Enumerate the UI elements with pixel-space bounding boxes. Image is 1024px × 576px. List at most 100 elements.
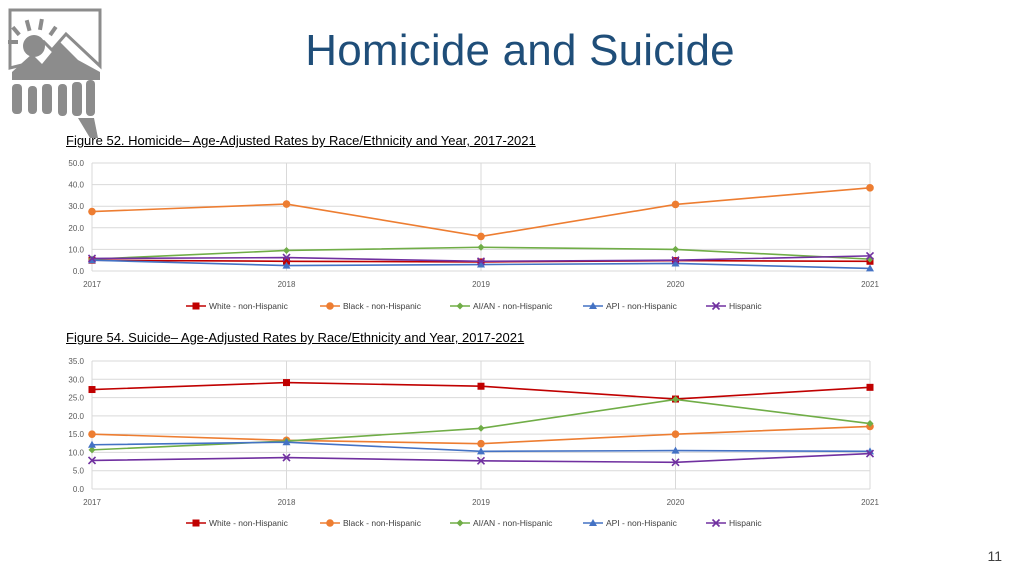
y-tick-label: 10.0 — [68, 448, 84, 457]
y-tick-label: 20.0 — [68, 412, 84, 421]
legend-label: Hispanic — [729, 518, 762, 528]
data-point-hispanic — [87, 254, 97, 263]
data-point-api-non-hispanic — [671, 446, 680, 454]
data-point-api-non-hispanic — [88, 440, 96, 448]
data-point-ai-an-non-hispanic — [866, 420, 874, 428]
data-point-white-non-hispanic — [88, 386, 96, 394]
series-ai-an-non-hispanic — [88, 395, 874, 454]
data-point-white-non-hispanic — [866, 383, 874, 391]
data-point-black-non-hispanic — [477, 232, 485, 241]
x-tick-label: 2020 — [667, 280, 685, 289]
legend-marker — [192, 519, 200, 527]
data-point-ai-an-non-hispanic — [477, 243, 485, 251]
mountains-icon — [12, 42, 100, 80]
data-point-api-non-hispanic — [477, 260, 485, 268]
data-point-black-non-hispanic — [671, 430, 680, 438]
state-outline-icon — [8, 8, 102, 70]
legend-marker — [711, 518, 721, 528]
x-tick-label: 2021 — [861, 498, 879, 507]
data-point-api-non-hispanic — [671, 259, 680, 267]
x-tick-label: 2018 — [278, 280, 296, 289]
data-point-hispanic — [282, 453, 291, 462]
data-point-hispanic — [87, 456, 97, 465]
legend-marker — [456, 519, 464, 527]
legend-label: White - non-Hispanic — [209, 518, 289, 528]
data-point-white-non-hispanic — [477, 382, 485, 390]
legend-label: Black - non-Hispanic — [343, 518, 422, 528]
y-tick-label: 30.0 — [68, 202, 84, 211]
data-point-ai-an-non-hispanic — [477, 424, 485, 432]
sun-icon — [8, 18, 58, 57]
y-tick-label: 30.0 — [68, 375, 84, 384]
data-point-black-non-hispanic — [866, 184, 874, 192]
y-tick-label: 15.0 — [68, 430, 84, 439]
legend-marker — [589, 519, 597, 526]
x-tick-label: 2017 — [83, 498, 101, 507]
data-point-ai-an-non-hispanic — [866, 255, 874, 263]
series-hispanic — [87, 449, 875, 467]
data-point-black-non-hispanic — [88, 430, 96, 438]
data-point-black-non-hispanic — [477, 439, 485, 448]
x-tick-label: 2018 — [278, 498, 296, 507]
legend-marker — [192, 302, 200, 310]
figure-52-title: Figure 52. Homicide– Age-Adjusted Rates … — [66, 133, 536, 148]
suicide-chart: 0.0 5.0 10.0 15.0 20.0 25.0 30.0 35.0 2017 2018 20… — [68, 357, 879, 528]
data-point-black-non-hispanic — [88, 207, 96, 216]
data-point-hispanic — [671, 256, 680, 265]
legend-label: API - non-Hispanic — [606, 518, 678, 528]
y-tick-label: 35.0 — [68, 357, 84, 366]
data-point-ai-an-non-hispanic — [672, 245, 679, 253]
legend-marker — [711, 301, 721, 311]
data-point-white-non-hispanic — [283, 379, 290, 387]
legend-marker — [456, 302, 464, 310]
slide-title: Homicide and Suicide — [305, 26, 735, 75]
y-tick-label: 20.0 — [68, 224, 84, 233]
x-tick-label: 2021 — [861, 280, 879, 289]
legend-label: API - non-Hispanic — [606, 301, 678, 311]
series-hispanic — [87, 251, 875, 266]
y-tick-label: 5.0 — [73, 467, 85, 476]
data-point-hispanic — [476, 257, 486, 266]
data-point-white-non-hispanic — [283, 257, 290, 265]
x-tick-label: 2019 — [472, 498, 490, 507]
y-tick-label: 10.0 — [68, 245, 84, 254]
data-point-hispanic — [476, 456, 486, 465]
y-tick-label: 0.0 — [73, 267, 85, 276]
y-tick-label: 50.0 — [68, 159, 84, 168]
x-tick-label: 2017 — [83, 280, 101, 289]
data-point-api-non-hispanic — [282, 261, 291, 269]
legend-label: White - non-Hispanic — [209, 301, 289, 311]
y-tick-label: 25.0 — [68, 394, 84, 403]
legend-label: AI/AN - non-Hispanic — [473, 518, 553, 528]
legend-marker — [326, 519, 334, 527]
x-tick-label: 2019 — [472, 280, 490, 289]
page-number: 11 — [987, 548, 1002, 564]
legend-marker — [589, 302, 597, 309]
dhhs-logo — [8, 8, 102, 138]
data-point-api-non-hispanic — [477, 447, 485, 455]
legend-label: AI/AN - non-Hispanic — [473, 301, 553, 311]
data-point-ai-an-non-hispanic — [88, 446, 96, 454]
data-point-ai-an-non-hispanic — [672, 395, 679, 403]
data-point-hispanic — [865, 251, 875, 260]
y-tick-label: 40.0 — [68, 181, 84, 190]
legend-label: Black - non-Hispanic — [343, 301, 422, 311]
data-point-black-non-hispanic — [671, 200, 680, 209]
series-black-non-hispanic — [88, 184, 874, 241]
data-point-hispanic — [671, 458, 680, 467]
x-tick-label: 2020 — [667, 498, 685, 507]
data-point-api-non-hispanic — [282, 438, 291, 446]
legend-marker — [326, 302, 334, 310]
legend: White - non-Hispanic Black - non-Hispanic… — [186, 518, 762, 528]
data-point-api-non-hispanic — [866, 264, 874, 272]
homicide-chart: 0.0 10.0 20.0 30.0 40.0 50.0 2017 2018 2019 2020 2… — [68, 159, 879, 311]
y-tick-label: 0.0 — [73, 485, 85, 494]
data-point-ai-an-non-hispanic — [283, 246, 290, 254]
data-point-hispanic — [282, 253, 291, 262]
data-point-black-non-hispanic — [282, 200, 291, 208]
figure-54-title: Figure 54. Suicide– Age-Adjusted Rates b… — [66, 330, 525, 345]
legend-label: Hispanic — [729, 301, 762, 311]
data-point-hispanic — [865, 449, 875, 458]
legend: White - non-Hispanic Black - non-Hispanic… — [186, 301, 762, 311]
dhhs-letters-icon — [12, 80, 98, 138]
